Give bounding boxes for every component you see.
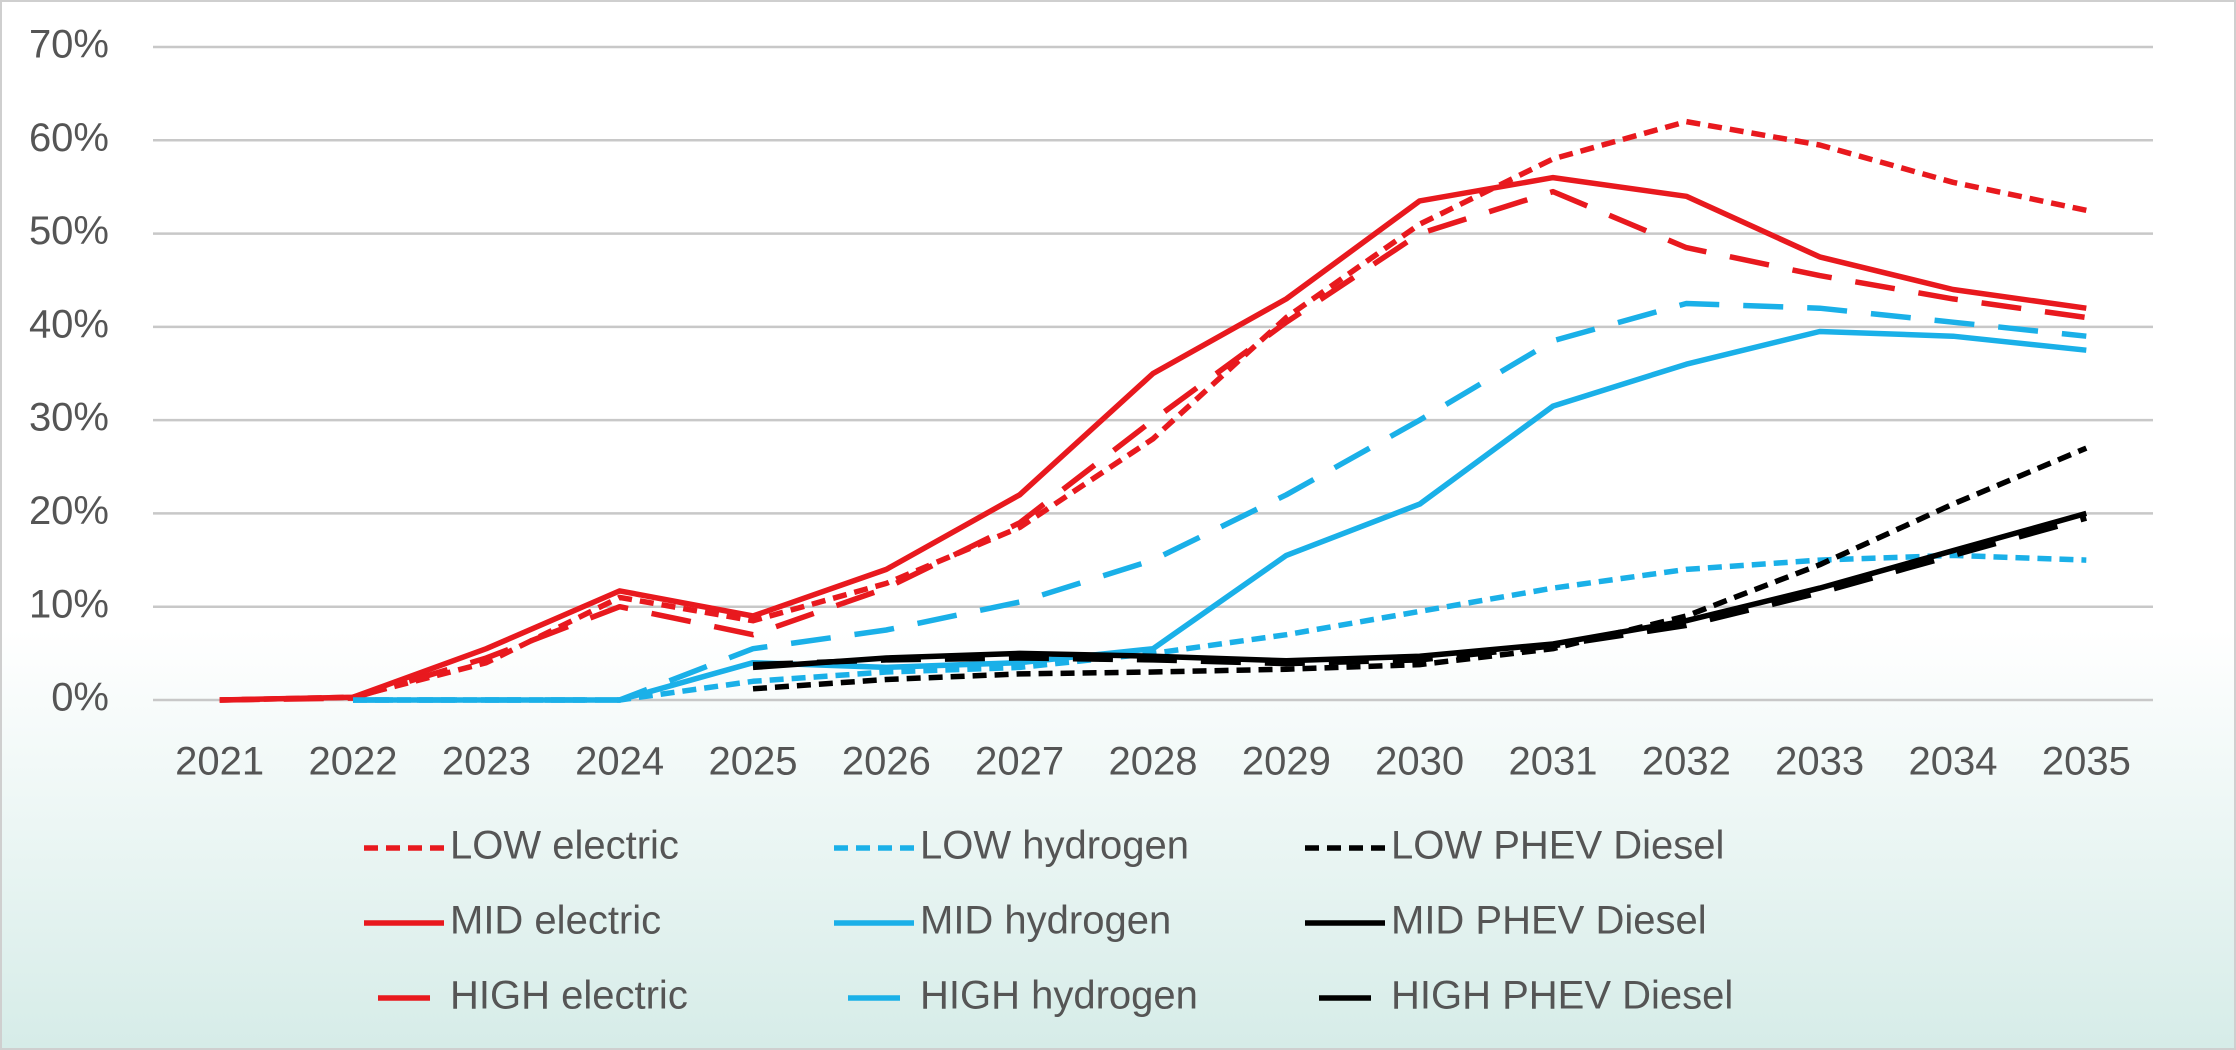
x-tick-label: 2022	[309, 740, 398, 784]
x-tick-label: 2027	[975, 740, 1064, 784]
y-tick-label: 70%	[29, 23, 109, 67]
series-line	[219, 188, 2087, 703]
x-tick-label: 2034	[1909, 740, 1998, 784]
legend-label: HIGH electric	[450, 974, 688, 1018]
y-tick-label: 0%	[51, 676, 109, 720]
legend-label: MID electric	[450, 899, 661, 943]
x-tick-label: 2031	[1509, 740, 1598, 784]
y-tick-label: 20%	[29, 489, 109, 533]
x-tick-label: 2026	[842, 740, 931, 784]
series-line	[353, 552, 2087, 703]
x-tick-label: 2024	[575, 740, 664, 784]
legend-label: LOW electric	[450, 824, 679, 868]
x-tick-label: 2033	[1775, 740, 1864, 784]
x-tick-label: 2028	[1109, 740, 1198, 784]
series-line	[752, 445, 2088, 692]
x-tick-label: 2030	[1375, 740, 1464, 784]
legend-label: MID PHEV Diesel	[1391, 899, 1707, 943]
series-line	[219, 174, 2087, 703]
legend-label: MID hydrogen	[920, 899, 1171, 943]
y-tick-label: 50%	[29, 209, 109, 253]
x-tick-label: 2023	[442, 740, 531, 784]
x-tick-label: 2025	[709, 740, 798, 784]
x-tick-label: 2032	[1642, 740, 1731, 784]
series-line	[353, 300, 2087, 703]
series-line	[752, 515, 2088, 668]
y-tick-label: 60%	[29, 116, 109, 160]
y-tick-label: 40%	[29, 302, 109, 346]
legend-label: HIGH hydrogen	[920, 974, 1198, 1018]
legend-label: HIGH PHEV Diesel	[1391, 974, 1733, 1018]
legend-label: LOW hydrogen	[920, 824, 1189, 868]
x-tick-label: 2029	[1242, 740, 1331, 784]
y-tick-label: 30%	[29, 396, 109, 440]
legend-label: LOW PHEV Diesel	[1391, 824, 1724, 868]
x-tick-label: 2035	[2042, 740, 2131, 784]
series-line	[752, 510, 2088, 671]
x-tick-label: 2021	[175, 740, 264, 784]
y-tick-label: 10%	[29, 582, 109, 626]
